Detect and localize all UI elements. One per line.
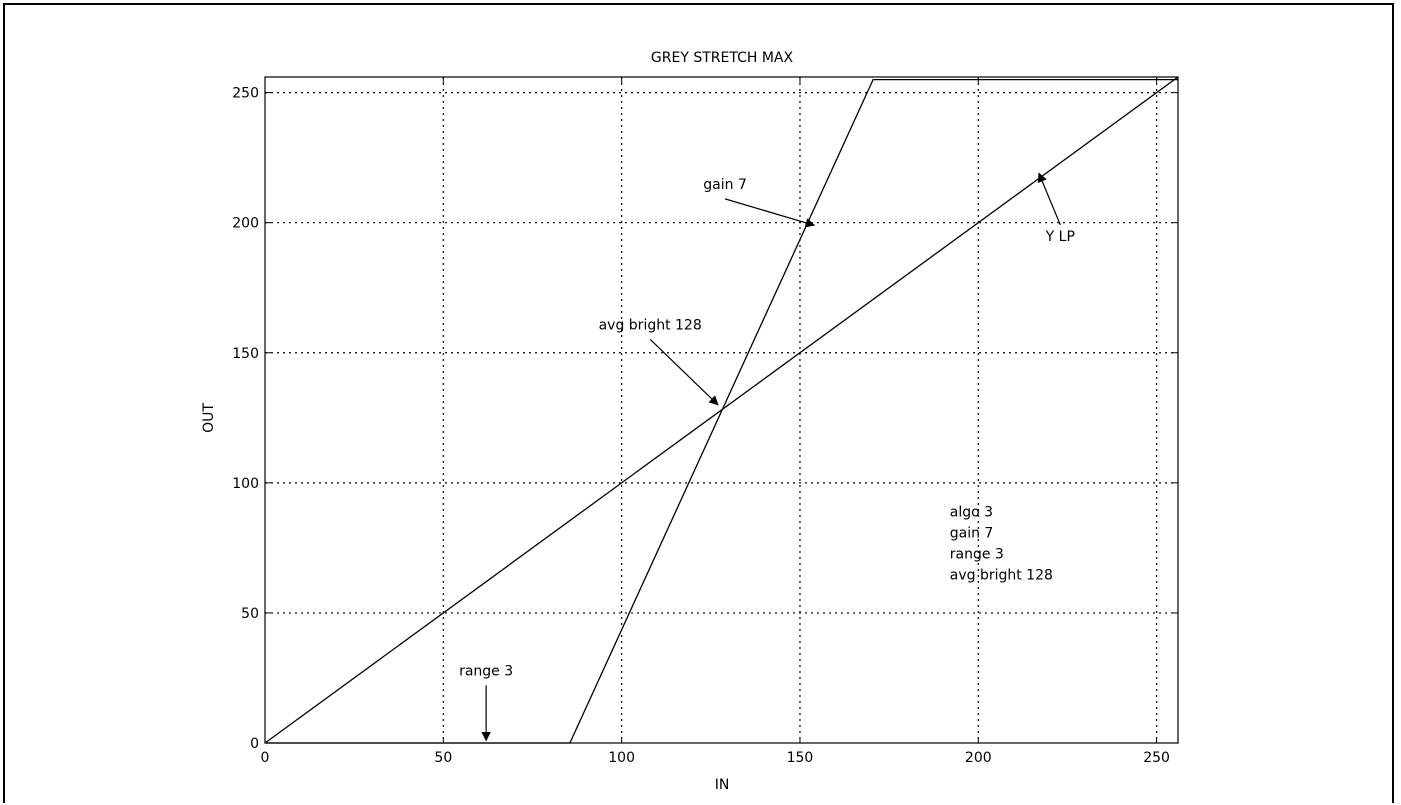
info-line-1: algo 3: [950, 505, 993, 521]
y-tick-label-0: 0: [250, 736, 259, 752]
annotation-label-2: avg bright 128: [599, 317, 702, 333]
info-line-3: range 3: [950, 547, 1004, 563]
y-tick-label-250: 250: [232, 86, 259, 102]
y-tick-label-150: 150: [232, 346, 259, 362]
x-tick-label-200: 200: [965, 750, 992, 766]
x-tick-label-250: 250: [1143, 750, 1170, 766]
annotation-arrow-1: [724, 198, 816, 228]
x-tick-label-150: 150: [787, 750, 814, 766]
axes: [264, 76, 1179, 744]
y-axis-label: OUT: [201, 403, 217, 433]
plot-area-border: [264, 76, 1179, 744]
annotation-arrow-2: [649, 338, 719, 406]
figure-frame: [3, 3, 1394, 803]
x-tick-label-50: 50: [434, 750, 452, 766]
y-tick-label-50: 50: [241, 606, 259, 622]
series: [264, 76, 1179, 744]
x-tick-label-0: 0: [261, 750, 270, 766]
x-axis-label: IN: [715, 777, 730, 793]
tick-labels: 0 50 100 150 200 250 0 50 100 150 200 250: [232, 86, 1170, 766]
annotation-label-4: range 3: [459, 663, 513, 679]
chart-title: GREY STRETCH MAX: [651, 50, 794, 66]
annotation-label-1: gain 7: [703, 177, 747, 193]
grid: [265, 77, 1178, 743]
y-tick-label-100: 100: [232, 476, 259, 492]
y-tick-label-200: 200: [232, 216, 259, 232]
annotation-label-3: Y LP: [1045, 229, 1075, 245]
annotations: gain 7 avg bright 128 Y LP range 3: [459, 172, 1075, 742]
series-line-2: [265, 78, 1178, 744]
annotation-arrow-3: [1037, 172, 1061, 226]
info-line-4: avg bright 128: [950, 568, 1053, 584]
info-line-2: gain 7: [950, 526, 994, 542]
info-box: algo 3 gain 7 range 3 avg bright 128: [950, 505, 1053, 584]
x-tick-label-100: 100: [608, 750, 635, 766]
